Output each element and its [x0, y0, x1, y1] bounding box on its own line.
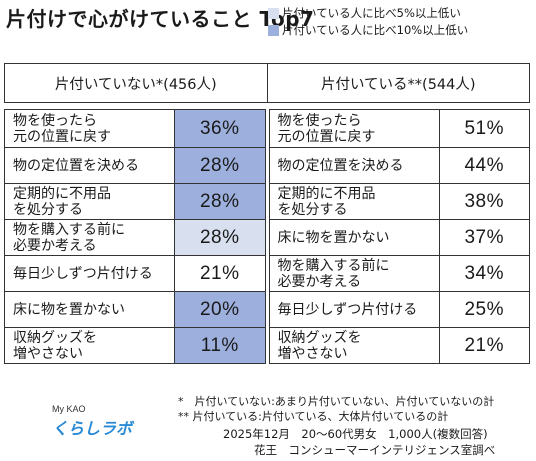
- table-row: 物の定位置を決める 44%: [269, 147, 529, 183]
- row-value: 21%: [199, 262, 240, 284]
- row-label: 物の定位置を決める: [270, 148, 440, 183]
- row-value: 28%: [175, 184, 265, 219]
- table-row: 物の定位置を決める 28%: [5, 147, 265, 183]
- row-value: 28%: [175, 148, 265, 183]
- table-row: 物を購入する前に 必要か考える 28%: [5, 219, 265, 255]
- legend-item-5pct: 片付いている人に比べ5%以上低い: [268, 5, 461, 21]
- table-row: 定期的に不用品 を処分する 38%: [269, 183, 529, 219]
- logo-top-text: My KAO: [52, 404, 86, 414]
- row-label: 物を購入する前に 必要か考える: [270, 256, 440, 291]
- column-not-tidy: 物を使ったら 元の位置に戻す 36% 物の定位置を決める 28% 定期的に不用品 を処分…: [4, 109, 266, 364]
- row-label: 定期的に不用品 を処分する: [5, 184, 175, 219]
- table-row: 収納グッズを 増やさない 11%: [5, 327, 265, 363]
- legend-label-10pct: 片付いている人に比べ10%以上低い: [282, 23, 469, 37]
- survey-info: 2025年12月 20～60代男女 1,000人(複数回答): [223, 427, 488, 441]
- kurashi-lab-logo: My KAO くらしラボ: [52, 404, 132, 439]
- row-label: 物の定位置を決める: [5, 148, 175, 183]
- table-row: 物を購入する前に 必要か考える 34%: [269, 255, 529, 291]
- row-value: 11%: [175, 328, 265, 363]
- comparison-table: 片付いていない*(456人) 片付いている**(544人) 物を使ったら 元の位…: [4, 63, 530, 364]
- table-row: 収納グッズを 増やさない 21%: [269, 327, 529, 363]
- legend-label-5pct: 片付いている人に比べ5%以上低い: [282, 6, 461, 20]
- table-header-row: 片付いていない*(456人) 片付いている**(544人): [4, 63, 530, 103]
- footnote-1: * 片付いていない:あまり片付いていない、片付いていないの計: [178, 395, 495, 408]
- source-info: 花王 コンシューマーインテリジェンス室調べ: [254, 443, 496, 457]
- row-value: 37%: [464, 226, 505, 248]
- row-value: 25%: [464, 298, 505, 320]
- row-value: 38%: [464, 190, 505, 212]
- row-label: 定期的に不用品 を処分する: [270, 184, 440, 219]
- column-tidy: 物を使ったら 元の位置に戻す 51% 物の定位置を決める 44% 定期的に不用品 を処分…: [268, 109, 530, 364]
- row-label: 収納グッズを 増やさない: [270, 328, 440, 363]
- row-value: 20%: [175, 292, 265, 327]
- header-not-tidy: 片付いていない*(456人): [54, 76, 217, 93]
- row-value: 34%: [464, 262, 505, 284]
- row-label: 床に物を置かない: [270, 220, 440, 255]
- table-row: 物を使ったら 元の位置に戻す 36%: [5, 110, 265, 147]
- row-label: 毎日少しずつ片付ける: [5, 256, 175, 291]
- logo-main-text: くらしラボ: [52, 419, 133, 438]
- page-title: 片付けで心がけていること Top7: [6, 7, 315, 31]
- legend-item-10pct: 片付いている人に比べ10%以上低い: [268, 22, 468, 38]
- row-label: 物を購入する前に 必要か考える: [5, 220, 175, 255]
- table-row: 毎日少しずつ片付ける 25%: [269, 291, 529, 327]
- header-tidy: 片付いている**(544人): [266, 64, 530, 102]
- legend-swatch-dark: [268, 24, 279, 36]
- table-row: 物を使ったら 元の位置に戻す 51%: [270, 110, 530, 147]
- row-label: 床に物を置かない: [5, 292, 175, 327]
- table-row: 毎日少しずつ片付ける 21%: [5, 255, 265, 291]
- row-label: 毎日少しずつ片付ける: [270, 292, 440, 327]
- row-value: 21%: [464, 334, 505, 356]
- table-row: 床に物を置かない 37%: [269, 219, 529, 255]
- table-body: 物を使ったら 元の位置に戻す 36% 物の定位置を決める 28% 定期的に不用品 を処分…: [4, 109, 530, 364]
- footnote-2: ** 片付いている:片付いている、大体片付いているの計: [178, 410, 449, 423]
- footnotes: * 片付いていない:あまり片付いていない、片付いていないの計 ** 片付いている…: [178, 394, 494, 424]
- row-value: 36%: [175, 110, 265, 147]
- row-value: 51%: [464, 117, 505, 139]
- row-label: 物を使ったら 元の位置に戻す: [270, 110, 440, 147]
- row-value: 28%: [175, 220, 265, 255]
- legend-swatch-light: [268, 7, 279, 19]
- table-row: 定期的に不用品 を処分する 28%: [5, 183, 265, 219]
- row-value: 44%: [464, 154, 505, 176]
- row-label: 物を使ったら 元の位置に戻す: [5, 110, 175, 147]
- row-label: 収納グッズを 増やさない: [5, 328, 175, 363]
- table-row: 床に物を置かない 20%: [5, 291, 265, 327]
